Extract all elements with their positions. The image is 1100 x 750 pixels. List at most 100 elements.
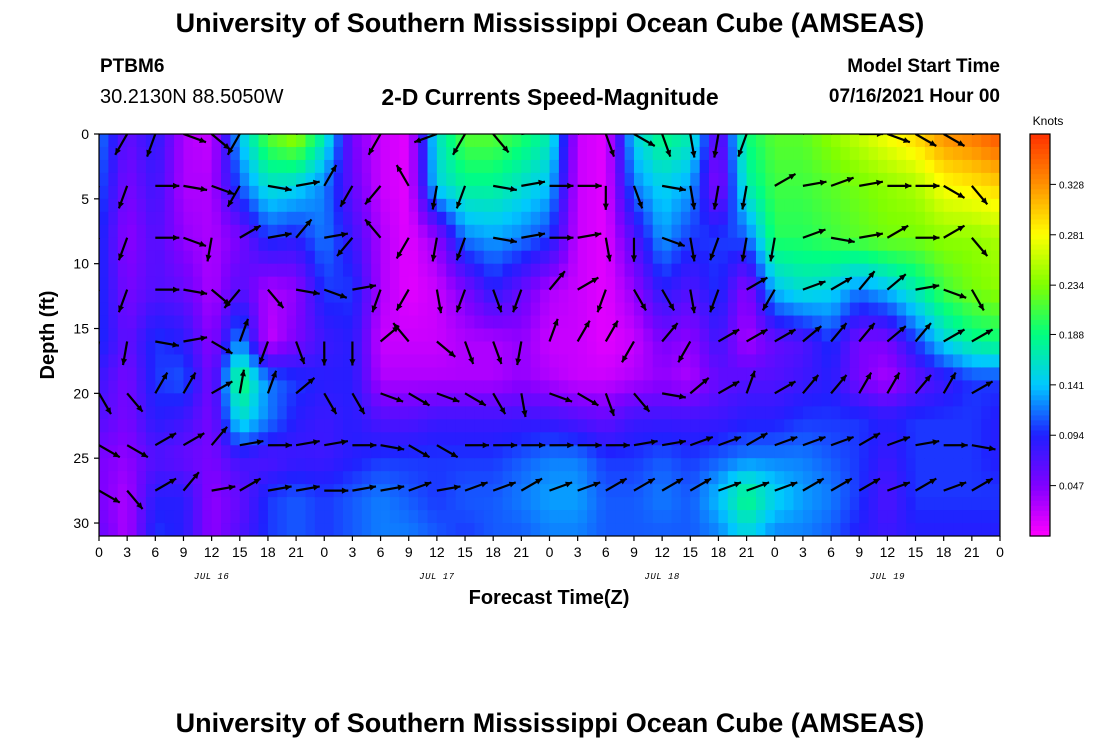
heatmap-cell	[521, 276, 532, 291]
heatmap-cell	[258, 198, 269, 213]
heatmap-cell	[549, 134, 560, 148]
heatmap-cell	[305, 354, 316, 369]
heatmap-cell	[868, 445, 879, 459]
current-arrow	[436, 392, 460, 403]
heatmap-cell	[549, 328, 560, 343]
heatmap-cell	[530, 380, 541, 394]
heatmap-cell	[718, 445, 729, 459]
x-tick-label: 18	[711, 544, 727, 560]
heatmap-cell	[680, 198, 691, 213]
heatmap-cell	[652, 497, 663, 511]
current-arrow	[802, 477, 825, 492]
heatmap-cell	[718, 497, 729, 511]
current-arrow	[709, 289, 720, 313]
heatmap-cell	[474, 198, 485, 213]
heatmap-cell	[352, 276, 363, 291]
heatmap-cell	[971, 198, 982, 213]
heatmap-cell	[680, 471, 691, 485]
heatmap-cell	[849, 510, 860, 524]
heatmap-cell	[258, 497, 269, 511]
heatmap-cell	[230, 263, 241, 278]
heatmap-cell	[314, 185, 325, 200]
heatmap-cell	[521, 510, 532, 524]
current-arrow	[576, 320, 591, 343]
heatmap-cell	[906, 419, 917, 433]
heatmap-cell	[877, 497, 888, 511]
heatmap-cell	[418, 146, 429, 161]
colorbar-segment	[1030, 169, 1050, 175]
heatmap-cell	[361, 224, 372, 239]
current-arrow	[577, 276, 599, 291]
heatmap-cell	[718, 237, 729, 252]
heatmap-cell	[305, 198, 316, 213]
heatmap-cell	[549, 302, 560, 317]
heatmap-cell	[934, 432, 945, 446]
heatmap-cell	[793, 354, 804, 369]
heatmap-cell	[840, 134, 851, 148]
heatmap-cell	[502, 497, 513, 511]
heatmap-cell	[380, 276, 391, 291]
heatmap-cell	[577, 302, 588, 317]
heatmap-cell	[324, 302, 335, 317]
heatmap-cell	[305, 172, 316, 187]
heatmap-cell	[568, 406, 579, 420]
current-arrow	[223, 288, 241, 309]
heatmap-cell	[690, 185, 701, 200]
current-arrow	[858, 477, 881, 492]
heatmap-cell	[314, 172, 325, 187]
heatmap-cell	[465, 432, 476, 446]
heatmap-cell	[343, 289, 354, 304]
heatmap-cell	[549, 263, 560, 278]
heatmap-cell	[671, 134, 682, 148]
heatmap-cell	[784, 419, 795, 433]
heatmap-cell	[558, 510, 569, 524]
heatmap-cell	[333, 211, 344, 226]
heatmap-cell	[887, 458, 898, 472]
heatmap-cell	[859, 471, 870, 485]
heatmap-cell	[896, 380, 907, 394]
heatmap-cell	[511, 432, 522, 446]
heatmap-cell	[643, 172, 654, 187]
heatmap-cell	[596, 406, 607, 420]
current-arrow	[661, 289, 676, 311]
heatmap-cell	[530, 432, 541, 446]
heatmap-cell	[981, 523, 992, 536]
heatmap-cell	[174, 445, 185, 459]
heatmap-cell	[859, 172, 870, 187]
heatmap-cell	[906, 198, 917, 213]
current-arrow	[886, 273, 907, 291]
current-arrow	[661, 236, 686, 248]
heatmap-cell	[343, 276, 354, 291]
heatmap-cell	[117, 432, 128, 446]
heatmap-cell	[812, 354, 823, 369]
heatmap-cell	[765, 263, 776, 278]
heatmap-cell	[192, 159, 203, 174]
heatmap-cell	[652, 341, 663, 356]
heatmap-cell	[924, 458, 935, 472]
current-arrow	[464, 481, 488, 492]
heatmap-cell	[943, 484, 954, 498]
heatmap-cell	[296, 172, 307, 187]
heatmap-cell	[577, 159, 588, 174]
heatmap-cell	[164, 367, 175, 381]
current-arrow	[549, 392, 573, 403]
heatmap-cell	[108, 134, 119, 148]
heatmap-cell	[408, 289, 419, 304]
current-arrow	[718, 435, 742, 447]
heatmap-cell	[859, 523, 870, 536]
heatmap-cell	[174, 263, 185, 278]
heatmap-cell	[521, 172, 532, 187]
heatmap-cell	[446, 471, 457, 485]
heatmap-cell	[343, 380, 354, 394]
heatmap-cell	[183, 458, 194, 472]
heatmap-cell	[361, 367, 372, 381]
heatmap-cell	[258, 302, 269, 317]
heatmap-cell	[971, 458, 982, 472]
heatmap-cell	[296, 185, 307, 200]
heatmap-cell	[258, 159, 269, 174]
heatmap-cell	[802, 134, 813, 148]
heatmap-cell	[887, 393, 898, 407]
heatmap-cell	[990, 185, 1000, 200]
heatmap-cell	[924, 159, 935, 174]
